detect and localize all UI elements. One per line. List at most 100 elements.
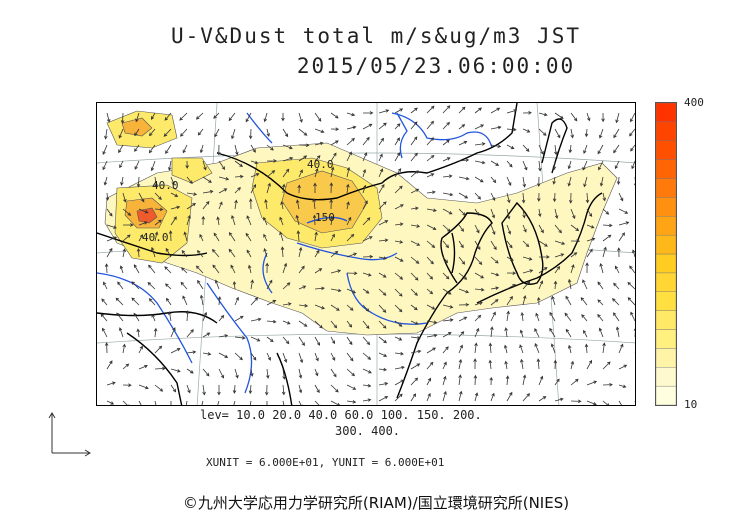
- wind-arrow: [490, 392, 495, 402]
- wind-arrow: [246, 249, 252, 258]
- wind-arrow: [264, 198, 268, 210]
- wind-arrow: [490, 208, 496, 219]
- wind-arrow: [101, 298, 108, 306]
- wind-arrow: [136, 176, 141, 188]
- wind-arrow: [346, 216, 352, 226]
- wind-arrow: [266, 336, 274, 343]
- wind-arrow: [138, 234, 144, 242]
- wind-arrow: [394, 137, 400, 146]
- wind-arrow: [538, 160, 542, 172]
- wind-arrow: [633, 177, 635, 186]
- wind-arrow: [474, 327, 480, 338]
- wind-arrow: [570, 378, 579, 386]
- wind-arrow: [154, 192, 162, 201]
- wind-arrow: [346, 252, 358, 258]
- wind-arrow: [330, 166, 335, 178]
- color-swatch: [655, 216, 677, 236]
- wind-arrow: [565, 295, 572, 306]
- wind-arrow: [474, 107, 482, 114]
- wind-arrow: [234, 174, 244, 179]
- wind-arrow: [263, 112, 268, 123]
- wind-arrow: [182, 144, 188, 154]
- wind-arrow: [602, 361, 611, 370]
- wind-arrow: [503, 344, 508, 354]
- wind-arrow: [362, 320, 370, 330]
- wind-arrow: [282, 183, 286, 194]
- wind-arrow: [426, 208, 437, 212]
- wind-arrow: [346, 201, 350, 210]
- wind-arrow: [138, 400, 142, 405]
- wind-arrow: [458, 390, 463, 402]
- wind-arrow: [618, 221, 630, 226]
- wind-arrow: [105, 192, 110, 201]
- wind-arrow: [281, 113, 285, 122]
- unit-axes-icon: [48, 412, 91, 457]
- wind-arrow: [122, 400, 130, 405]
- wind-arrow: [282, 168, 290, 178]
- wind-arrow: [474, 240, 481, 251]
- wind-arrow: [442, 390, 447, 402]
- wind-arrow: [228, 248, 236, 258]
- wind-arrow: [298, 265, 305, 274]
- wind-arrow: [615, 326, 620, 338]
- dust-map: 40.0 40.0 40.0 150: [96, 102, 636, 406]
- wind-arrow: [346, 384, 357, 390]
- color-scale-swatches: [655, 102, 677, 406]
- wind-arrow: [618, 400, 622, 405]
- wind-arrow: [362, 152, 368, 162]
- wind-arrow: [346, 137, 355, 146]
- wind-arrow: [458, 344, 463, 354]
- wind-arrow: [410, 363, 421, 370]
- wind-arrow: [197, 279, 204, 290]
- wind-arrow: [634, 234, 635, 241]
- wind-arrow: [346, 336, 353, 346]
- wind-arrow: [106, 247, 113, 258]
- wind-arrow: [613, 128, 620, 139]
- wind-arrow: [212, 264, 220, 274]
- wind-arrow: [329, 182, 334, 194]
- wind-arrow: [362, 304, 370, 312]
- wind-arrow: [228, 112, 236, 122]
- wind-arrow: [120, 176, 124, 186]
- wind-arrow: [266, 299, 277, 306]
- wind-arrow: [630, 144, 635, 152]
- map-timestamp: 2015/05/23.06:00:00: [296, 54, 576, 78]
- wind-arrow: [104, 342, 109, 354]
- wind-arrow: [362, 272, 372, 277]
- wind-arrow: [570, 399, 582, 404]
- wind-arrow: [362, 288, 370, 294]
- wind-arrow: [248, 384, 253, 395]
- wind-arrow: [586, 224, 595, 229]
- wind-arrow: [490, 256, 499, 264]
- wind-arrow: [490, 311, 496, 322]
- wind-arrow: [211, 248, 220, 258]
- wind-arrow: [506, 208, 511, 220]
- wind-arrow: [104, 128, 108, 140]
- wind-arrow: [122, 208, 132, 216]
- wind-arrow: [506, 144, 515, 150]
- wind-arrow: [410, 393, 417, 402]
- wind-arrow: [599, 263, 604, 274]
- wind-arrow: [202, 200, 210, 210]
- wind-arrow: [250, 297, 259, 306]
- wind-arrow: [570, 128, 574, 139]
- wind-arrow: [582, 279, 588, 290]
- wind-arrow: [201, 215, 206, 226]
- wind-arrow: [554, 224, 562, 234]
- wind-arrow: [632, 249, 635, 258]
- wind-arrow: [314, 155, 321, 162]
- contour-labels: 40.0 40.0 40.0 150: [142, 158, 335, 244]
- wind-arrow: [362, 352, 372, 360]
- wind-arrow: [199, 233, 204, 242]
- wind-arrow: [378, 183, 385, 194]
- wind-arrow: [180, 128, 188, 137]
- wind-arrow: [164, 112, 172, 121]
- wind-arrow: [599, 176, 604, 187]
- wind-arrow: [266, 170, 276, 178]
- wind-arrow: [248, 128, 253, 140]
- wind-arrow: [122, 192, 127, 203]
- wind-arrow: [458, 240, 464, 249]
- wind-arrow: [522, 393, 531, 402]
- wind-arrow: [618, 364, 628, 370]
- wind-arrow: [330, 127, 340, 131]
